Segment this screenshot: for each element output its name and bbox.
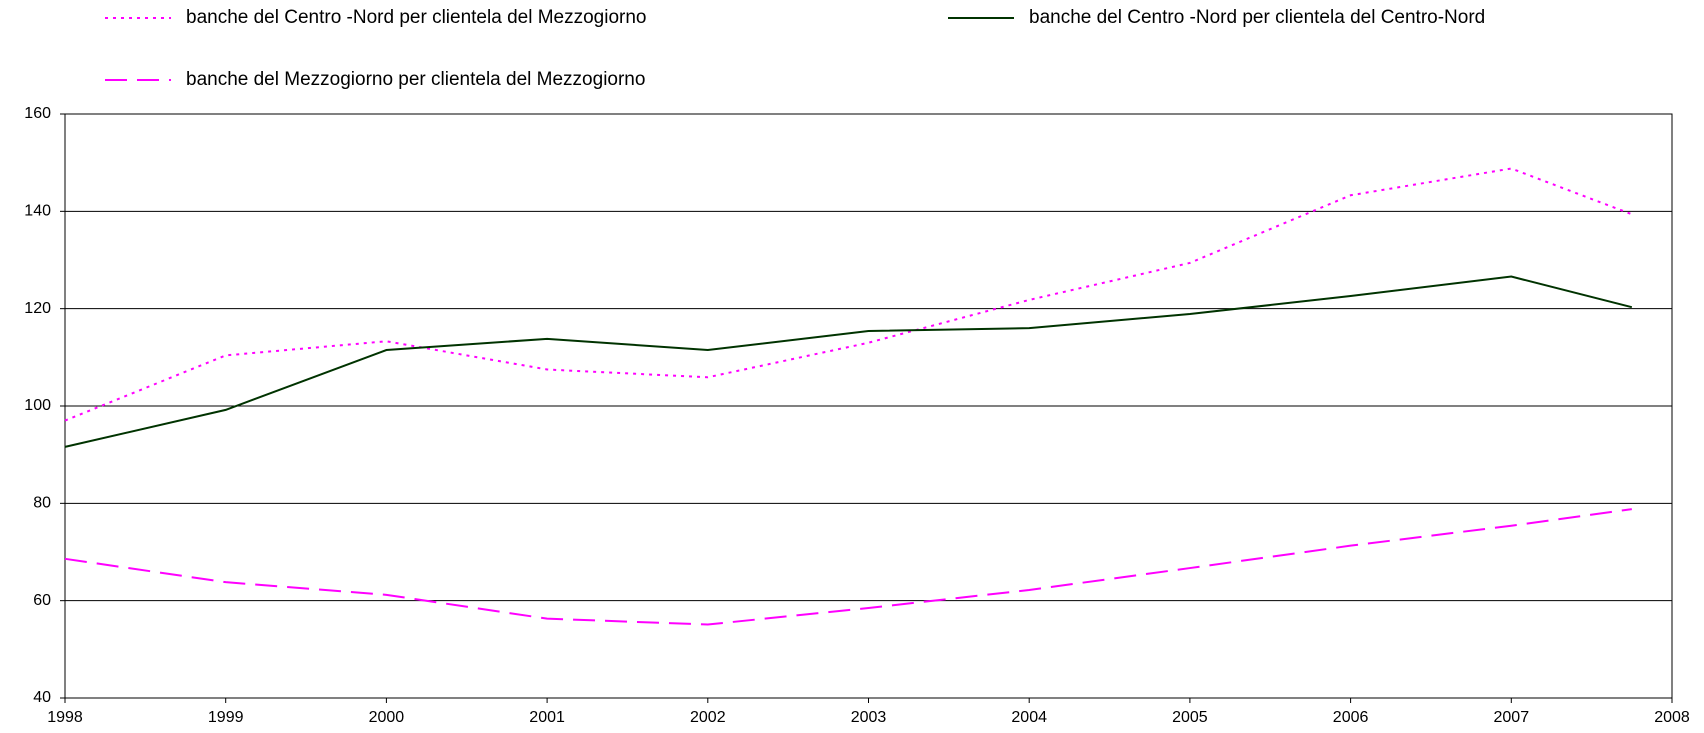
legend-label: banche del Centro -Nord per clientela de… bbox=[186, 7, 646, 28]
x-tick-label: 1999 bbox=[208, 709, 244, 726]
series-line bbox=[64, 508, 1632, 626]
plot-frame bbox=[64, 113, 1673, 699]
x-tick-label: 2001 bbox=[529, 709, 565, 726]
y-tick-label: 60 bbox=[33, 592, 51, 609]
x-tick-label: 2006 bbox=[1333, 709, 1369, 726]
y-tick-label: 40 bbox=[33, 689, 51, 706]
x-tick-label: 2000 bbox=[369, 709, 405, 726]
series-line bbox=[64, 275, 1633, 448]
legend-label: banche del Centro -Nord per clientela de… bbox=[1029, 7, 1485, 28]
x-tick-label: 2008 bbox=[1654, 709, 1690, 726]
x-tick-label: 2002 bbox=[690, 709, 726, 726]
legend-label: banche del Mezzogiorno per clientela del… bbox=[186, 69, 645, 90]
x-tick-label: 1998 bbox=[47, 709, 83, 726]
series-line bbox=[64, 167, 1633, 422]
x-tick-label: 2007 bbox=[1494, 709, 1530, 726]
x-tick-label: 2004 bbox=[1011, 709, 1047, 726]
x-tick-label: 2005 bbox=[1172, 709, 1208, 726]
y-tick-label: 100 bbox=[24, 397, 51, 414]
x-tick-label: 2003 bbox=[851, 709, 887, 726]
y-tick-label: 80 bbox=[33, 495, 51, 512]
y-tick-label: 160 bbox=[24, 105, 51, 122]
y-tick-label: 120 bbox=[24, 300, 51, 317]
y-tick-label: 140 bbox=[24, 203, 51, 220]
